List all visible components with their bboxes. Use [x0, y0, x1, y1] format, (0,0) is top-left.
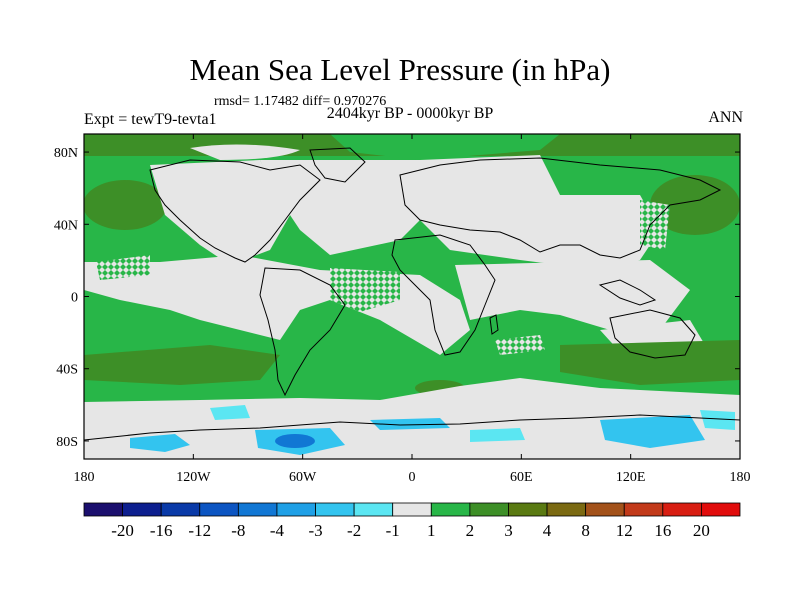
- colorbar-swatch: [122, 502, 162, 517]
- coastlines: [84, 147, 740, 441]
- figure-title: Mean Sea Level Pressure (in hPa): [189, 52, 611, 87]
- lon-tick-label: 120W: [176, 470, 211, 485]
- colorbar-label: -2: [347, 521, 361, 540]
- lat-tick-label: 40S: [56, 363, 78, 378]
- lon-tick-label: 180: [74, 470, 95, 485]
- colorbar-swatch: [430, 502, 471, 517]
- colorbar-swatch: [276, 502, 316, 517]
- lon-tick-label: 60E: [510, 470, 533, 485]
- lon-tick-label: 180: [730, 470, 751, 485]
- colorbar-label: 3: [504, 521, 513, 540]
- lat-tick-label: 80S: [56, 435, 78, 450]
- axis-ticks: 180 120W 60W 0 60E 120E 180 80N 40N 0 40S 80S: [54, 134, 751, 485]
- colorbar-label: 8: [581, 521, 590, 540]
- colorbar-label: -8: [231, 521, 245, 540]
- colorbar-swatch: [353, 502, 394, 517]
- colorbar-swatch: [662, 502, 702, 517]
- colorbar-swatch: [508, 502, 548, 517]
- colorbar-label: 16: [654, 521, 671, 540]
- pressure-difference-field: [84, 134, 740, 459]
- colorbar-swatch: [585, 502, 625, 517]
- colorbar-swatch: [546, 502, 587, 517]
- rmsd-diff-stats: rmsd= 1.17482 diff= 0.970276: [214, 94, 387, 109]
- colorbar-swatch: [469, 502, 509, 517]
- colorbar-label: -4: [270, 521, 285, 540]
- colorbar-label: 20: [693, 521, 710, 540]
- lon-tick-label: 120E: [616, 470, 646, 485]
- colorbar-label: -1: [386, 521, 400, 540]
- season-label: ANN: [708, 109, 743, 126]
- colorbar-label: -16: [150, 521, 173, 540]
- colorbar-swatch: [237, 502, 278, 517]
- colorbar-swatch: [623, 502, 664, 517]
- colorbar-label: 4: [543, 521, 552, 540]
- colorbar-swatch: [315, 502, 355, 517]
- colorbar-label: -20: [111, 521, 134, 540]
- colorbar-swatch: [701, 502, 741, 517]
- lat-tick-label: 40N: [54, 218, 78, 233]
- lon-tick-label: 0: [409, 470, 416, 485]
- lat-tick-label: 80N: [54, 146, 78, 161]
- colorbar-label: -12: [188, 521, 211, 540]
- colorbar-label: 2: [466, 521, 475, 540]
- colorbar-swatch: [199, 502, 239, 517]
- colorbar-label: 1: [427, 521, 436, 540]
- colorbar: -20 -16 -12 -8 -4 -3 -2 -1 1 2 3 4 8 12 16 20: [83, 502, 741, 540]
- colorbar-label: 12: [616, 521, 633, 540]
- lon-tick-label: 60W: [289, 470, 317, 485]
- colorbar-swatch: [160, 502, 201, 517]
- period-label: 2404kyr BP - 0000kyr BP: [326, 105, 494, 122]
- lat-tick-label: 0: [71, 291, 78, 306]
- experiment-label: Expt = tewT9-tevta1: [84, 111, 217, 128]
- colorbar-label: -3: [308, 521, 322, 540]
- colorbar-swatch: [392, 502, 432, 517]
- colorbar-swatch: [83, 502, 123, 517]
